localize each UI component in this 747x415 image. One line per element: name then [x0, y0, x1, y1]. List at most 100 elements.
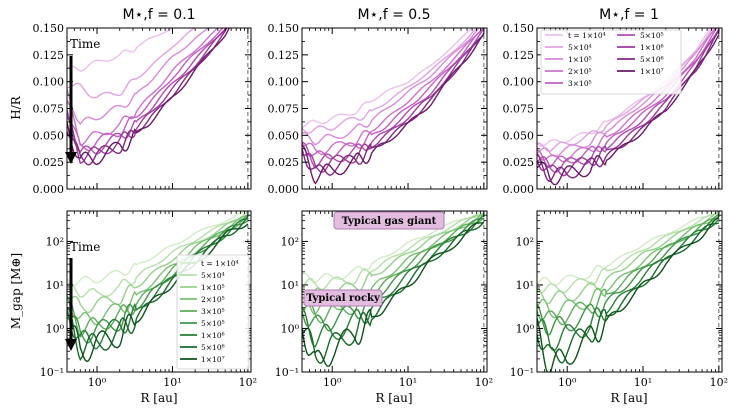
x-axis-label-2: R [au] — [375, 391, 412, 405]
x-tick-label: 10⁰ — [323, 376, 342, 389]
series-line-2 — [302, 213, 485, 291]
legend-label: 1×10⁵ — [568, 55, 592, 64]
series-line-2 — [67, 28, 196, 99]
y-tick-label: 0.100 — [503, 76, 535, 89]
legend-label: 3×10⁵ — [568, 79, 592, 88]
series-line-6 — [537, 213, 720, 336]
series-line-8 — [537, 222, 720, 364]
series-line-2 — [67, 211, 249, 298]
y-tick-label: 10¹ — [46, 279, 64, 292]
x-tick-label: 10⁰ — [558, 376, 577, 389]
series-line-6 — [67, 28, 228, 155]
gas-giant-box — [333, 211, 445, 230]
y-tick-label: 0.075 — [503, 103, 535, 116]
legend-label: 5×10⁴ — [568, 43, 592, 52]
legend-label: 5×10⁶ — [640, 55, 664, 64]
plot-frame — [301, 210, 488, 373]
legend-purple: t = 1×10⁴ 5×10⁴ 1×10⁵ 2×10⁵ 3×10⁵ 5×10⁵ 1×10⁶ 5… — [540, 29, 682, 95]
series-line-2 — [302, 28, 479, 134]
legend-label: 1×10⁷ — [640, 67, 664, 76]
series-line-3 — [67, 28, 211, 126]
plot-area — [302, 28, 487, 189]
y-tick-label: 10² — [516, 235, 534, 248]
plot-frame — [66, 27, 252, 190]
column-title-3: M⋆,f = 1 — [599, 7, 659, 23]
series-line-5 — [67, 28, 224, 152]
series-line-1 — [67, 211, 249, 287]
series-group — [67, 28, 231, 166]
y-tick-label: 0.100 — [33, 76, 65, 89]
series-line-1 — [302, 211, 484, 284]
column-title-2: M⋆,f = 0.5 — [357, 7, 430, 23]
series-line-9 — [302, 222, 484, 368]
x-tick-label: 10¹ — [634, 376, 652, 389]
series-line-8 — [67, 216, 249, 362]
panel-hr-1: 0.000 0.025 0.050 0.075 0.100 0.125 0.150 — [33, 22, 252, 196]
gas-giant-label: Typical gas giant — [342, 216, 437, 227]
y-tick-label: 0.025 — [268, 156, 300, 169]
y-tick-label: 0.000 — [268, 183, 300, 196]
y-tick-label: 0.025 — [503, 156, 535, 169]
legend-label: t = 1×10⁴ — [568, 31, 606, 40]
series-line-6 — [302, 28, 485, 169]
plot-frame — [301, 27, 488, 190]
x-tick-label: 10² — [239, 376, 257, 389]
series-group — [302, 28, 485, 185]
y-tick-label: 0.150 — [33, 22, 65, 35]
column-title-1: M⋆,f = 0.1 — [122, 7, 195, 23]
top-y-axis-label: H/R — [9, 95, 23, 120]
y-tick-label: 10¹ — [516, 279, 534, 292]
rocky-label: Typical rocky — [306, 293, 381, 304]
series-line-9 — [67, 223, 249, 363]
y-tick-label: 10¹ — [281, 279, 299, 292]
legend-frame — [540, 29, 682, 95]
y-tick-label: 10⁰ — [46, 322, 65, 335]
legend-label: 3×10⁵ — [201, 307, 225, 316]
plot-area — [67, 28, 251, 189]
legend-frame — [176, 254, 250, 370]
legend-label: 5×10⁴ — [201, 271, 225, 280]
series-line-7 — [67, 28, 228, 164]
legend-label: 5×10⁵ — [201, 319, 225, 328]
y-tick-label: 0.050 — [268, 129, 300, 142]
y-tick-label: 0.125 — [503, 49, 535, 62]
y-tick-label: 0.125 — [268, 49, 300, 62]
y-tick-label: 0.025 — [33, 156, 65, 169]
series-line-3 — [302, 28, 480, 146]
legend-green: t = 1×10⁴ 5×10⁴ 1×10⁵ 2×10⁵ 3×10⁵ 5×10⁵ 1×10⁶ 5… — [176, 254, 250, 370]
y-tick-label: 0.075 — [33, 103, 65, 116]
y-tick-label: 10⁻¹ — [40, 366, 64, 379]
time-label-bottom: Time — [70, 240, 100, 254]
y-tick-label: 10⁻¹ — [275, 366, 299, 379]
plot-frame — [536, 210, 723, 373]
series-line-3 — [67, 215, 249, 314]
time-arrow-top — [65, 56, 77, 164]
series-line-1 — [67, 28, 174, 72]
series-group — [67, 211, 249, 363]
panel-mgap-3: 10⁰ 10¹ 10² 10⁻¹ 10⁰ 10¹ 10² — [510, 210, 728, 389]
x-axis-label-1: R [au] — [140, 391, 177, 405]
legend-label: 1×10⁵ — [201, 283, 225, 292]
bottom-y-axis-label: M_gap [M⊕] — [9, 253, 23, 329]
y-tick-label: 10⁻¹ — [510, 366, 534, 379]
y-tick-label: 0.000 — [33, 183, 65, 196]
time-arrow-bottom — [65, 258, 77, 351]
legend-label: 2×10⁵ — [568, 67, 592, 76]
y-tick-label: 0.150 — [268, 22, 300, 35]
plot-frame — [536, 27, 723, 190]
y-tick-label: 0.075 — [268, 103, 300, 116]
series-line-1 — [302, 28, 474, 128]
series-line-1 — [537, 211, 720, 286]
y-tick-label: 10⁰ — [281, 322, 300, 335]
legend-label: 2×10⁵ — [201, 295, 225, 304]
series-group — [537, 211, 720, 372]
plot-frame — [66, 210, 252, 373]
gas-giant-annotation: Typical gas giant — [333, 211, 445, 230]
time-label-top: Time — [70, 37, 100, 51]
series-line-5 — [537, 217, 720, 326]
x-axis-label-3: R [au] — [610, 391, 647, 405]
legend-label: 5×10⁶ — [201, 343, 225, 352]
series-line-3 — [537, 211, 720, 305]
series-line-7 — [537, 218, 720, 352]
legend-label: t = 1×10⁴ — [201, 259, 239, 268]
